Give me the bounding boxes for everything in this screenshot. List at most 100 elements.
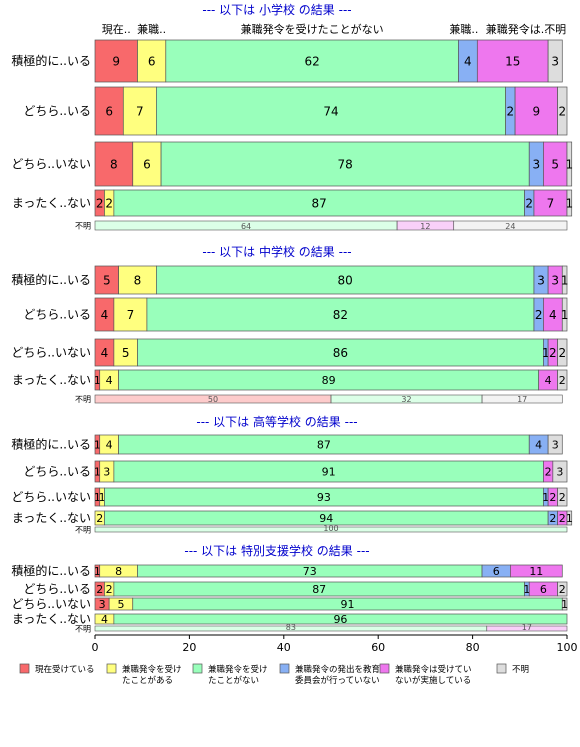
data-label: 1 (566, 196, 574, 210)
legend-label: ないが実施している (395, 675, 471, 686)
legend-label: 委員会が行っていない (295, 675, 380, 686)
bar-segment-never (137, 338, 544, 367)
data-label: 2 (559, 512, 566, 525)
data-label: 6 (493, 565, 500, 578)
unknown-segment-never (94, 526, 568, 533)
x-tick-label: 20 (182, 641, 196, 654)
unknown-data-label: 64 (241, 222, 251, 231)
data-label: 91 (341, 598, 355, 611)
x-tick-label: 80 (466, 641, 480, 654)
data-label: 2 (96, 196, 104, 210)
unknown-row-label: 不明 (75, 625, 91, 634)
category-label: 積極的に..いる (11, 437, 91, 452)
data-label: 5 (103, 273, 111, 287)
bar-segment-past (137, 39, 167, 83)
data-label: 87 (317, 438, 331, 451)
data-label: 2 (558, 104, 566, 118)
unknown-data-label: 17 (522, 623, 532, 632)
data-label: 2 (106, 583, 113, 596)
data-label: 3 (537, 273, 545, 287)
data-label: 2 (545, 465, 552, 478)
data-label: 2 (549, 491, 556, 504)
category-label: 積極的に..いる (11, 272, 91, 287)
data-label: 6 (143, 157, 151, 171)
data-label: 7 (547, 196, 555, 210)
data-label: 74 (323, 104, 338, 118)
data-label: 3 (552, 438, 559, 451)
unknown-data-label: 12 (420, 222, 430, 231)
bar-segment-unknown (566, 189, 573, 217)
category-label: まったく..ない (12, 373, 91, 387)
column-header: 不明 (544, 23, 566, 36)
data-label: 11 (529, 565, 543, 578)
unknown-data-label: 83 (286, 623, 296, 632)
data-label: 1 (94, 565, 101, 578)
x-tick-label: 0 (92, 641, 99, 654)
data-label: 5 (551, 157, 559, 171)
data-label: 2 (559, 374, 566, 387)
data-label: 4 (464, 54, 472, 68)
data-label: 1 (566, 157, 574, 171)
data-label: 89 (322, 374, 336, 387)
legend-label: 兼職発令は受けてい (395, 664, 472, 675)
category-label: どちら..いない (11, 346, 91, 360)
legend-swatch-unknown (496, 663, 507, 674)
unknown-row-label: 不明 (75, 526, 91, 535)
data-label: 1 (99, 491, 106, 504)
data-label: 1 (561, 273, 569, 287)
data-label: 1 (94, 374, 101, 387)
data-label: 4 (101, 308, 109, 322)
data-label: 2 (105, 196, 113, 210)
unknown-data-label: 24 (505, 222, 515, 231)
column-header: 兼職発令は.. (486, 22, 548, 36)
data-label: 6 (105, 104, 113, 118)
unknown-data-label: 100 (323, 524, 338, 533)
data-label: 1 (94, 465, 101, 478)
x-tick-label: 100 (557, 641, 578, 654)
bar-segment-unknown (566, 510, 573, 526)
data-label: 5 (122, 346, 130, 360)
legend-label: 兼職発令の発出を教育 (295, 664, 380, 675)
data-label: 9 (112, 54, 120, 68)
data-label: 1 (542, 491, 549, 504)
panel-title: --- 以下は 小学校 の結果 --- (202, 2, 351, 17)
bar-segment-received_not_done (476, 39, 549, 83)
legend-label: 不明 (512, 665, 529, 675)
x-tick-label: 40 (277, 641, 291, 654)
unknown-data-label: 17 (517, 395, 527, 404)
bar-segment-currently (94, 86, 124, 136)
data-label: 4 (545, 374, 552, 387)
bar-segment-unknown (557, 487, 568, 507)
data-label: 2 (535, 308, 543, 322)
bar-segment-unknown (557, 581, 568, 597)
data-label: 2 (549, 512, 556, 525)
legend-label: 兼職発令を受け (208, 664, 268, 675)
legend-label: たことがない (208, 675, 259, 686)
data-label: 3 (551, 54, 559, 68)
data-label: 87 (312, 196, 327, 210)
unknown-data-label: 32 (401, 395, 411, 404)
data-label: 1 (561, 598, 568, 611)
bar-segment-never (165, 39, 459, 83)
category-label: どちら..いる (23, 104, 91, 118)
bar-segment-unknown (561, 597, 568, 611)
data-label: 1 (561, 308, 569, 322)
data-label: 94 (319, 512, 333, 525)
x-tick-label: 60 (371, 641, 385, 654)
data-label: 8 (134, 273, 142, 287)
data-label: 5 (117, 598, 124, 611)
data-label: 4 (101, 346, 109, 360)
bar-segment-received_not_done (510, 564, 563, 578)
data-label: 73 (303, 565, 317, 578)
category-label: どちら..いる (23, 465, 91, 479)
data-label: 15 (505, 54, 520, 68)
data-label: 4 (101, 613, 108, 626)
unknown-segment-unknown (453, 220, 568, 231)
data-label: 80 (338, 273, 353, 287)
data-label: 3 (556, 465, 563, 478)
unknown-segment-unknown (481, 394, 563, 404)
data-label: 91 (322, 465, 336, 478)
bar-segment-unknown (561, 297, 568, 332)
data-label: 1 (566, 512, 573, 525)
legend-swatch-never (192, 663, 203, 674)
